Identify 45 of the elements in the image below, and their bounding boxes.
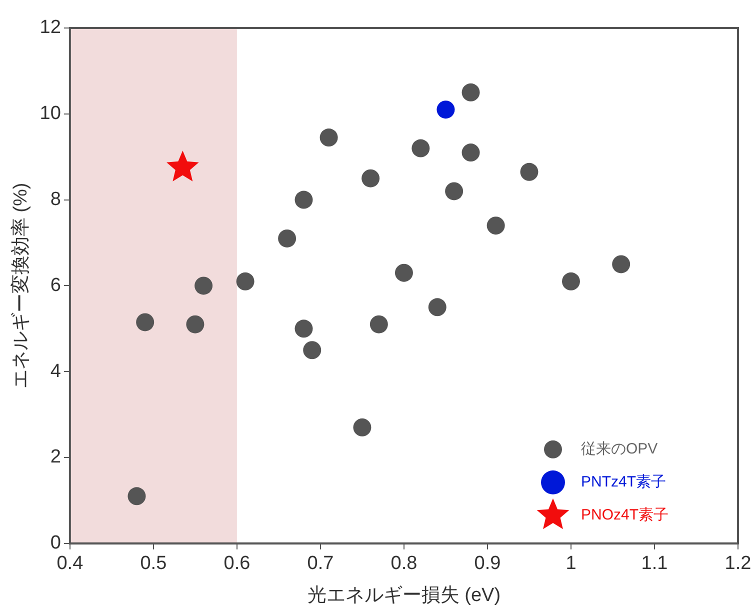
legend-label: 従来のOPV bbox=[581, 440, 658, 458]
point bbox=[294, 320, 313, 338]
point bbox=[412, 139, 430, 158]
point bbox=[320, 128, 338, 147]
point bbox=[128, 487, 146, 506]
y-tick-label: 4 bbox=[50, 360, 62, 382]
y-tick-label: 0 bbox=[50, 532, 61, 554]
x-axis-title: 光エネルギー損失 (eV) bbox=[307, 584, 501, 606]
x-tick-label: 0.6 bbox=[224, 553, 250, 574]
x-tick-label: 0.5 bbox=[140, 553, 167, 574]
point bbox=[186, 315, 204, 334]
x-tick-label: 0.9 bbox=[474, 553, 501, 574]
point bbox=[303, 341, 322, 360]
point bbox=[445, 182, 464, 200]
point bbox=[520, 162, 538, 181]
point bbox=[136, 313, 154, 332]
y-tick-label: 12 bbox=[40, 17, 61, 38]
y-tick-label: 6 bbox=[50, 274, 61, 296]
legend-label: PNTz4T素子 bbox=[581, 474, 666, 491]
point bbox=[370, 315, 388, 334]
point bbox=[353, 418, 372, 436]
point bbox=[562, 272, 580, 290]
x-tick-label: 1 bbox=[566, 553, 576, 574]
point bbox=[612, 255, 630, 274]
point bbox=[486, 216, 505, 235]
point bbox=[394, 264, 413, 282]
point bbox=[436, 100, 455, 119]
point bbox=[294, 190, 313, 209]
point bbox=[236, 272, 254, 290]
point bbox=[278, 229, 296, 248]
point bbox=[362, 169, 380, 188]
point bbox=[462, 144, 480, 162]
x-tick-label: 0.7 bbox=[307, 553, 334, 574]
point bbox=[462, 83, 480, 102]
y-tick-label: 8 bbox=[50, 189, 61, 210]
legend-label: PNOz4T素子 bbox=[581, 506, 669, 524]
x-tick-label: 0.8 bbox=[390, 553, 418, 574]
point bbox=[194, 276, 213, 295]
y-axis-title: エネルギー変換効率 (%) bbox=[10, 182, 32, 389]
point bbox=[428, 298, 446, 316]
y-tick-label: 2 bbox=[50, 446, 61, 468]
x-tick-label: 1.2 bbox=[724, 553, 752, 574]
x-tick-label: 1.1 bbox=[641, 553, 668, 574]
x-tick-label: 0.4 bbox=[56, 553, 84, 574]
y-tick-label: 10 bbox=[40, 103, 61, 124]
